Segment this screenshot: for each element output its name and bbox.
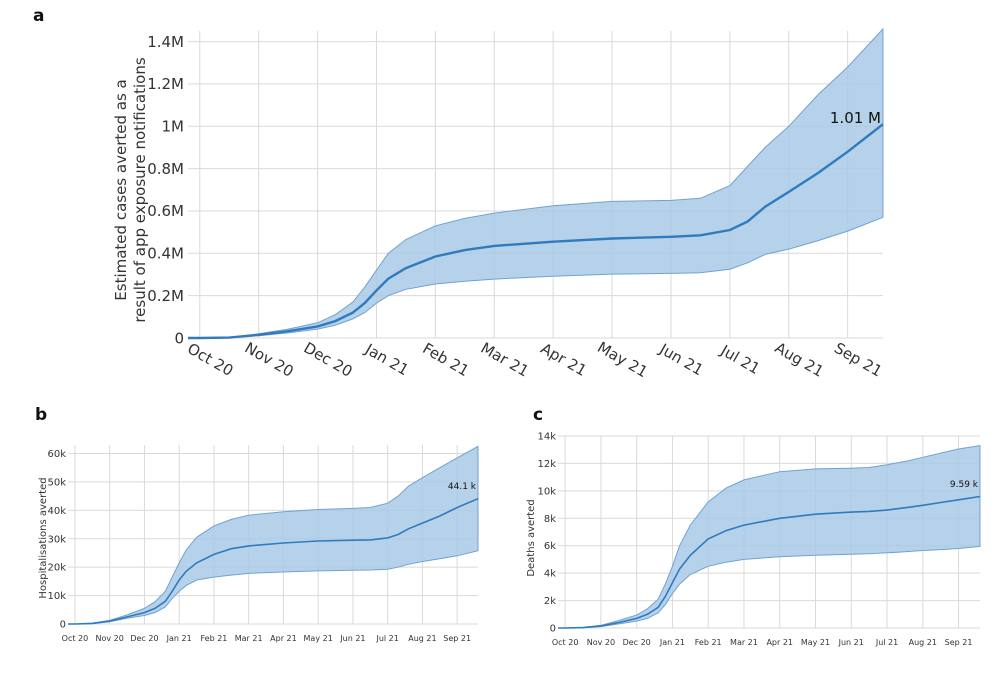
panel-b-letter: b	[35, 405, 47, 425]
x-tick-label: Apr 21	[270, 634, 297, 643]
x-tick-label: Jun 21	[656, 340, 707, 380]
x-tick-label: Feb 21	[695, 638, 722, 647]
panel-c-letter: c	[533, 405, 543, 425]
panel-c-y-axis-label-text: Deaths averted	[526, 499, 537, 576]
y-tick-label: 0	[60, 620, 66, 631]
panel-c-median-line	[558, 495, 981, 629]
x-tick-label: Aug 21	[408, 634, 436, 643]
median-estimate-line	[188, 123, 884, 340]
x-tick-label: Sep 21	[443, 634, 471, 643]
y-tick-label: 20k	[47, 563, 66, 574]
x-tick-label: Mar 21	[235, 634, 263, 643]
panel-a-y-axis-label-line-2: result of app exposure notifications	[131, 57, 149, 322]
panel-b-hospitalisations-averted-chart: b 0 10k 20k 30k 40k 50k 60k Oct 20 Nov 20 Dec 20…	[35, 405, 479, 643]
y-tick-label: 0.6M	[147, 202, 184, 220]
panel-c-uncertainty-band	[558, 445, 981, 629]
median-estimate-line	[68, 497, 479, 625]
y-tick-label: 0	[174, 329, 184, 347]
x-tick-label: May 21	[594, 338, 651, 381]
y-tick-label: 6k	[544, 541, 556, 552]
x-tick-label: Feb 21	[200, 634, 227, 643]
panel-a-uncertainty-band	[188, 27, 884, 339]
x-tick-label: Mar 21	[730, 638, 758, 647]
panel-a-end-value-annotation: 1.01 M	[830, 109, 881, 127]
median-estimate-line	[558, 495, 981, 629]
x-tick-label: May 21	[801, 638, 830, 647]
x-tick-label: Sep 21	[945, 638, 973, 647]
y-tick-label: 10k	[47, 591, 66, 602]
panel-b-y-axis-label-text: Hospitalisations averted	[38, 477, 49, 598]
x-tick-label: Jan 21	[659, 638, 685, 647]
y-tick-label: 1.4M	[147, 33, 184, 51]
panel-a-median-line	[188, 123, 884, 340]
panel-b-end-value-annotation: 44.1 k	[448, 482, 477, 492]
y-tick-label: 12k	[537, 459, 556, 470]
y-tick-label: 60k	[47, 449, 66, 460]
x-tick-label: Jul 21	[875, 638, 898, 647]
y-tick-label: 8k	[544, 514, 556, 525]
x-tick-label: Dec 20	[130, 634, 158, 643]
x-tick-label: Oct 20	[552, 638, 579, 647]
panel-b-median-line	[68, 497, 479, 625]
x-tick-label: Aug 21	[772, 339, 827, 381]
panel-c-y-tick-labels: 0 2k 4k 6k 8k 10k 12k 14k	[537, 432, 556, 635]
x-tick-label: Jul 21	[717, 341, 763, 378]
uncertainty-band-area	[188, 27, 884, 339]
y-tick-label: 14k	[537, 432, 556, 443]
x-tick-label: Jun 21	[838, 638, 864, 647]
panel-b-x-tick-labels: Oct 20 Nov 20 Dec 20 Jan 21 Feb 21 Mar 21 Apr …	[62, 634, 471, 643]
y-tick-label: 0.2M	[147, 287, 184, 305]
x-tick-label: May 21	[304, 634, 333, 643]
panel-a-y-axis-label: Estimated cases averted as a result of a…	[112, 57, 149, 322]
y-tick-label: 0.8M	[147, 160, 184, 178]
panel-b-uncertainty-band	[68, 445, 479, 625]
y-tick-label: 1.2M	[147, 75, 184, 93]
x-tick-label: Dec 20	[623, 638, 651, 647]
panel-a-y-tick-labels: 0 0.2M 0.4M 0.6M 0.8M 1M 1.2M 1.4M	[147, 33, 184, 347]
y-tick-label: 10k	[537, 486, 556, 497]
x-tick-label: Oct 20	[184, 339, 236, 379]
panel-b-y-tick-labels: 0 10k 20k 30k 40k 50k 60k	[47, 449, 66, 630]
x-tick-label: Dec 20	[301, 339, 356, 381]
x-tick-label: Mar 21	[478, 339, 532, 381]
x-tick-label: Nov 20	[242, 339, 297, 381]
y-tick-label: 0	[550, 624, 556, 635]
x-tick-label: Jul 21	[375, 634, 398, 643]
panel-c-deaths-averted-chart: c 0 2k 4k 6k 8k 10k 12k 14k Oct 20 Nov 20 Dec 20 J…	[526, 405, 981, 647]
panel-b-y-axis-label: Hospitalisations averted	[38, 477, 49, 598]
x-tick-label: Apr 21	[766, 638, 793, 647]
panel-a-letter: a	[33, 6, 44, 26]
uncertainty-band-area	[558, 445, 981, 629]
y-tick-label: 4k	[544, 569, 556, 580]
panel-a-x-tick-labels: Oct 20 Nov 20 Dec 20 Jan 21 Feb 21 Mar 21 Apr …	[184, 338, 885, 381]
x-tick-label: Nov 20	[587, 638, 615, 647]
x-tick-label: Nov 20	[96, 634, 124, 643]
y-tick-label: 50k	[47, 477, 66, 488]
x-tick-label: Apr 21	[538, 339, 590, 379]
panel-a-y-axis-label-line-1: Estimated cases averted as a	[112, 79, 130, 300]
panel-c-y-axis-label: Deaths averted	[526, 499, 537, 576]
y-tick-label: 0.4M	[147, 245, 184, 263]
x-tick-label: Jan 21	[361, 340, 412, 380]
x-tick-label: Sep 21	[831, 339, 885, 381]
x-tick-label: Oct 20	[62, 634, 89, 643]
panel-a-cases-averted-chart: a 0 0.2M 0.4M 0.6M 0.8M 1M 1.2M 1.4M Oct 20 Nov …	[33, 6, 885, 381]
y-tick-label: 1M	[162, 118, 185, 136]
uncertainty-band-area	[68, 445, 479, 625]
x-tick-label: Feb 21	[420, 339, 473, 380]
x-tick-label: Jan 21	[166, 634, 192, 643]
y-tick-label: 40k	[47, 506, 66, 517]
panel-c-x-tick-labels: Oct 20 Nov 20 Dec 20 Jan 21 Feb 21 Mar 21 Apr …	[552, 638, 973, 647]
y-tick-label: 2k	[544, 596, 556, 607]
x-tick-label: Jun 21	[339, 634, 365, 643]
x-tick-label: Aug 21	[909, 638, 937, 647]
panel-c-end-value-annotation: 9.59 k	[950, 480, 979, 490]
y-tick-label: 30k	[47, 534, 66, 545]
